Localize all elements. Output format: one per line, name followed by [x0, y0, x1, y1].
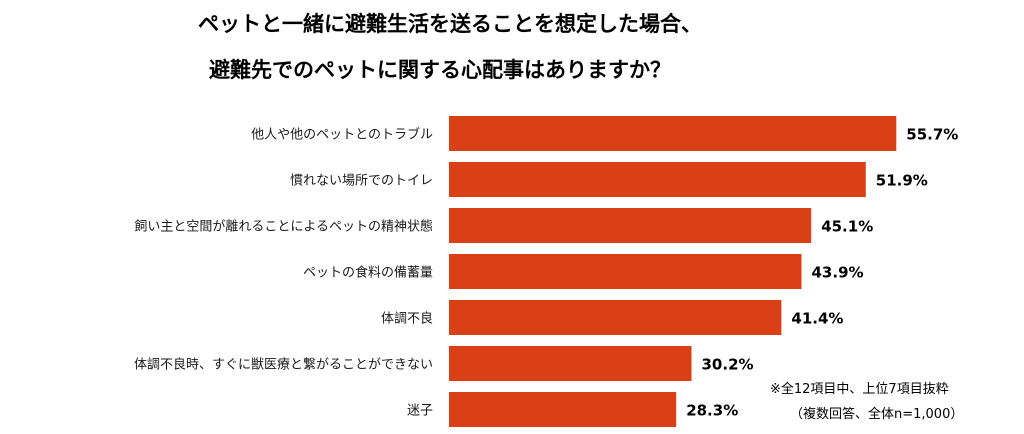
- footnote-sample: （複数回答、全体n=1,000）: [790, 407, 964, 422]
- value-label-3: 45.1%: [821, 218, 873, 236]
- bar-1: [449, 116, 897, 151]
- bar-2: [449, 162, 866, 197]
- category-label-7: 迷子: [407, 404, 433, 419]
- category-label-2: 慣れない場所でのトイレ: [290, 173, 433, 189]
- category-label-4: ペットの食料の備蓄量: [303, 265, 433, 281]
- footnote-excerpt: ※全12項目中、上位7項目抜粋: [770, 382, 949, 397]
- bar-5: [449, 300, 782, 335]
- value-label-5: 41.4%: [791, 310, 843, 328]
- bar-4: [449, 254, 802, 289]
- chart-title-line-2: 避難先でのペットに関する心配事はありますか？: [209, 58, 671, 82]
- bar-7: [449, 392, 677, 427]
- value-label-1: 55.7%: [906, 126, 958, 144]
- category-label-5: 体調不良: [381, 311, 433, 327]
- category-label-6: 体調不良時、すぐに獣医療と繋がることができない: [134, 357, 433, 373]
- value-label-7: 28.3%: [686, 402, 738, 420]
- category-label-1: 他人や他のペットとのトラブル: [251, 127, 433, 143]
- category-label-3: 飼い主と空間が離れることによるペットの精神状態: [134, 219, 433, 235]
- value-label-4: 43.9%: [812, 264, 864, 282]
- bar-6: [449, 346, 692, 381]
- chart-title-line-1: ペットと一緒に避難生活を送ることを想定した場合、: [198, 12, 702, 36]
- value-label-6: 30.2%: [702, 356, 754, 374]
- value-label-2: 51.9%: [876, 172, 928, 190]
- bar-3: [449, 208, 812, 243]
